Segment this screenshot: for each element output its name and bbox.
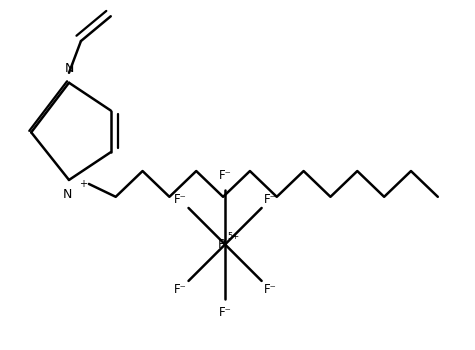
Text: 5+: 5+	[227, 232, 239, 241]
Text: F⁻: F⁻	[218, 169, 231, 182]
Text: +: +	[79, 179, 87, 189]
Text: F⁻: F⁻	[218, 306, 231, 320]
Text: N: N	[62, 188, 72, 201]
Text: F⁻: F⁻	[264, 283, 276, 296]
Text: F⁻: F⁻	[264, 193, 276, 206]
Text: F⁻: F⁻	[174, 193, 187, 206]
Text: N: N	[64, 62, 74, 75]
Text: F⁻: F⁻	[174, 283, 187, 296]
Text: P: P	[218, 238, 225, 251]
